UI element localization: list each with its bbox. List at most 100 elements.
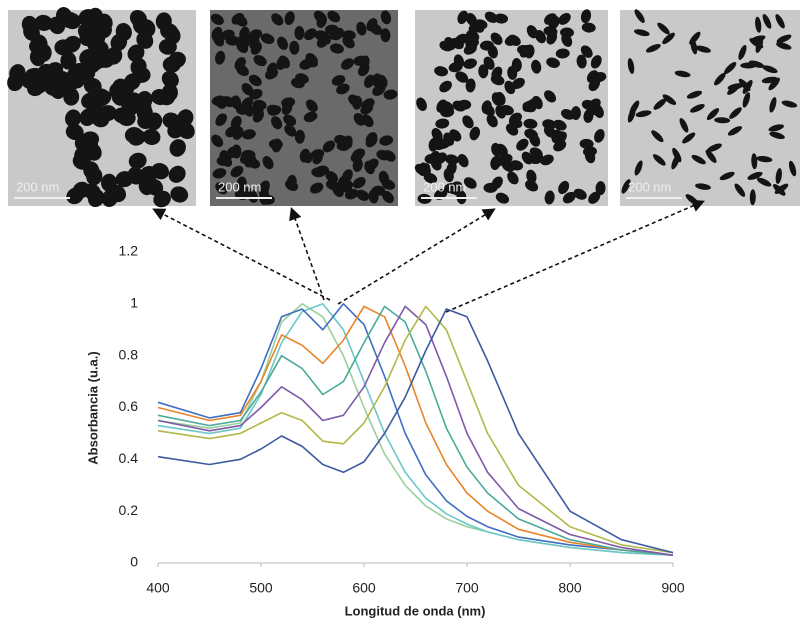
scale-label: 200 nm [628, 179, 671, 194]
particle [582, 146, 597, 157]
particle [769, 131, 785, 140]
particle [714, 72, 726, 86]
particle [491, 92, 503, 106]
particle [509, 160, 524, 171]
particle [365, 134, 378, 148]
particle [682, 132, 696, 144]
particle [634, 9, 645, 23]
particle [734, 183, 746, 197]
particle [366, 158, 379, 171]
particle [60, 51, 77, 70]
particle [463, 58, 477, 69]
particle [281, 97, 296, 108]
arrow [337, 208, 496, 305]
particle [139, 19, 156, 38]
particle [352, 176, 366, 189]
particle [457, 10, 469, 25]
particle [747, 171, 763, 180]
particle [555, 48, 570, 59]
particle [352, 158, 363, 172]
particle [353, 112, 366, 126]
particle [290, 77, 305, 89]
x-tick-label: 500 [249, 580, 273, 596]
particle [151, 162, 170, 180]
particle [444, 154, 459, 165]
particle [651, 130, 664, 143]
particle [627, 58, 635, 74]
x-tick-label: 600 [352, 580, 376, 596]
particle [652, 154, 666, 166]
particle [706, 143, 722, 152]
particle [558, 12, 571, 25]
y-tick-label: 0.6 [119, 398, 139, 414]
particle [316, 14, 327, 28]
particle [342, 36, 355, 49]
particle [504, 80, 516, 95]
particle [168, 165, 186, 183]
particle [755, 37, 764, 53]
particle [77, 23, 96, 41]
particle [776, 34, 792, 44]
particle [491, 142, 502, 157]
particle [486, 114, 498, 128]
particle [336, 83, 350, 95]
particle [31, 34, 48, 52]
particle [86, 7, 103, 26]
particle [529, 147, 543, 159]
particle [544, 190, 555, 205]
particle [588, 103, 602, 116]
particle [562, 191, 576, 204]
particle [361, 98, 375, 110]
particle [381, 190, 394, 204]
particle [34, 14, 53, 31]
particle [729, 107, 742, 119]
particle [169, 139, 186, 157]
particle [249, 104, 264, 115]
arrow [289, 206, 325, 301]
particle [714, 117, 731, 124]
particle [236, 64, 249, 77]
particle [211, 26, 223, 41]
particle [776, 42, 792, 50]
particle [762, 65, 778, 74]
particle [653, 98, 667, 110]
particle [225, 126, 239, 138]
x-tick-label: 700 [455, 580, 479, 596]
particle [438, 137, 452, 149]
x-tick-label: 900 [661, 580, 685, 596]
particle [330, 43, 344, 54]
particle [579, 138, 594, 149]
particle [561, 33, 573, 47]
series-line [157, 305, 674, 556]
particle [629, 100, 640, 115]
particle [416, 97, 427, 111]
particle [230, 115, 242, 130]
particle [478, 64, 489, 79]
particle [277, 36, 289, 51]
particle [235, 104, 250, 115]
particle [750, 35, 766, 43]
particle [418, 163, 431, 177]
particle [491, 66, 503, 80]
particle [443, 183, 458, 194]
particle [690, 103, 705, 113]
particle [508, 117, 523, 129]
particle [109, 184, 126, 203]
particle [267, 105, 282, 116]
particle [507, 171, 519, 185]
particle [491, 176, 503, 190]
particle [127, 166, 144, 185]
particle [311, 167, 326, 178]
particle [633, 29, 650, 37]
particle [690, 38, 698, 55]
particle [742, 92, 751, 108]
particle [65, 123, 84, 141]
x-axis-label: Longitud de onda (nm) [345, 603, 486, 618]
particle [424, 153, 439, 164]
particle [434, 66, 449, 77]
particle [738, 44, 747, 60]
particle [494, 13, 509, 24]
particle [507, 34, 521, 46]
particle [558, 180, 570, 195]
